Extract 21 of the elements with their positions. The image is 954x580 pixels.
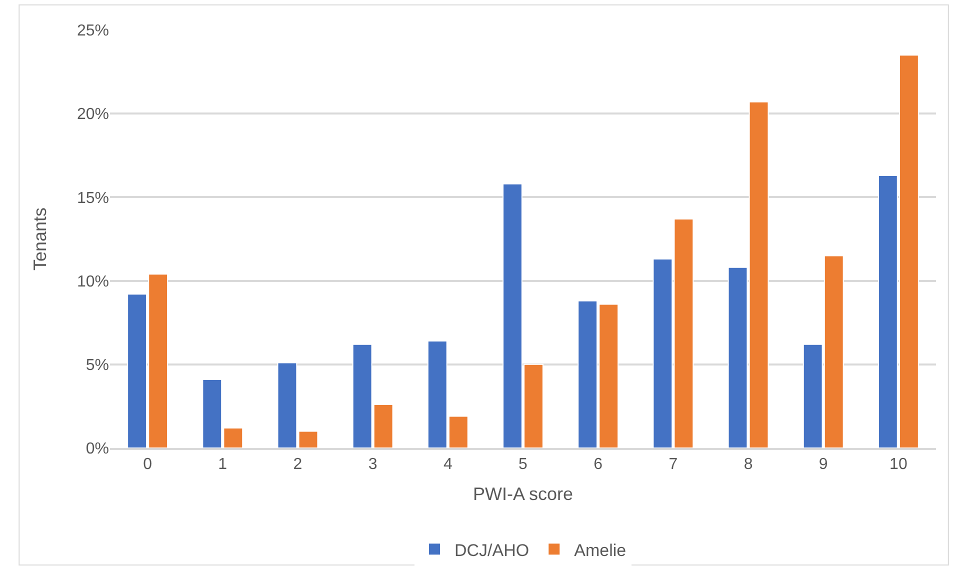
y-tick-label: 15% (76, 190, 109, 207)
x-tick-label: 8 (744, 456, 753, 474)
y-axis-title: Tenants (30, 207, 50, 271)
y-tick-label: 20% (76, 106, 109, 124)
x-tick-label: 2 (293, 456, 302, 474)
legend-label: Amelie (574, 540, 626, 560)
x-tick-label: 4 (443, 456, 452, 474)
legend-label: DCJ/AHO (454, 540, 530, 560)
x-tick-label: 9 (818, 456, 828, 474)
x-tick-label: 1 (218, 456, 228, 474)
x-tick-label: 7 (668, 456, 678, 474)
x-axis-title: PWI-A score (472, 484, 574, 504)
y-tick-label: 0% (86, 440, 109, 458)
x-tick-label: 0 (143, 456, 152, 474)
x-tick-label: 6 (594, 456, 603, 474)
y-tick-label: 5% (86, 357, 109, 374)
y-tick-label: 10% (76, 273, 109, 290)
x-tick-label: 5 (518, 456, 528, 474)
y-tick-label: 25% (76, 22, 109, 40)
x-tick-label: 3 (368, 456, 378, 474)
x-tick-label: 10 (890, 456, 908, 474)
